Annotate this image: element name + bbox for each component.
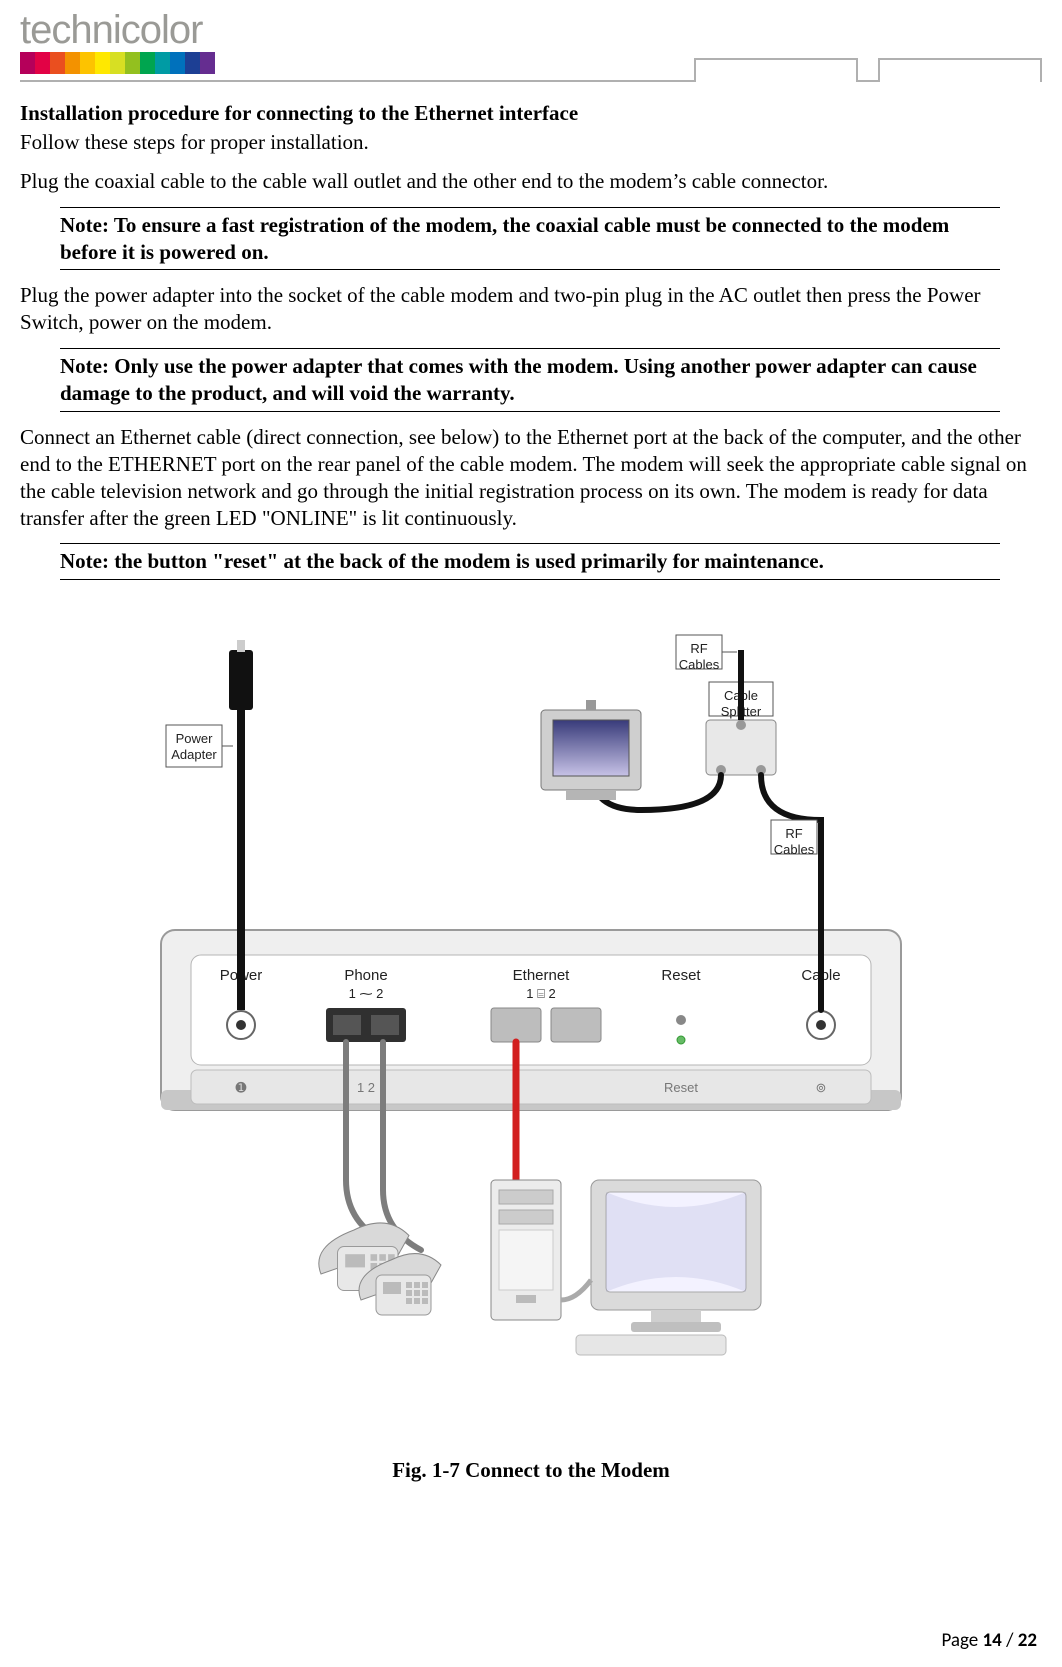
logo-text: technicolor (20, 10, 215, 50)
note-block: Note: Only use the power adapter that co… (60, 348, 1000, 412)
footer-prefix: Page (941, 1629, 982, 1652)
footer-sep: / (1002, 1629, 1018, 1652)
svg-text:Ethernet: Ethernet (513, 967, 571, 984)
header-tab (878, 58, 1042, 82)
intro-text: Follow these steps for proper installati… (20, 129, 1042, 156)
section-title: Installation procedure for connecting to… (20, 100, 1042, 127)
svg-text:Phone: Phone (344, 967, 387, 984)
figure: PowerPhone1 ⁓ 2Ethernet1 ⌸ 2ResetCable➊1… (20, 620, 1042, 1484)
svg-text:Power: Power (176, 731, 214, 746)
svg-text:Cables: Cables (679, 657, 720, 672)
svg-text:1 2: 1 2 (357, 1080, 375, 1095)
page-footer: Page 14 / 22 (941, 1629, 1037, 1652)
logo-spectrum-bars (20, 52, 215, 74)
connection-diagram: PowerPhone1 ⁓ 2Ethernet1 ⌸ 2ResetCable➊1… (121, 620, 941, 1420)
svg-text:1 ⁓ 2: 1 ⁓ 2 (349, 986, 384, 1001)
svg-text:Reset: Reset (664, 1080, 698, 1095)
svg-text:Reset: Reset (661, 967, 701, 984)
svg-text:Adapter: Adapter (171, 747, 217, 762)
paragraph: Plug the power adapter into the socket o… (20, 282, 1042, 336)
svg-text:RF: RF (785, 826, 802, 841)
page-header: technicolor (20, 10, 1042, 82)
svg-text:➊: ➊ (236, 1080, 247, 1095)
page-number-total: 22 (1018, 1629, 1037, 1652)
svg-text:⊚: ⊚ (816, 1080, 827, 1095)
figure-caption: Fig. 1-7 Connect to the Modem (20, 1457, 1042, 1484)
note-block: Note: To ensure a fast registration of t… (60, 207, 1000, 271)
document-body: Installation procedure for connecting to… (20, 100, 1042, 1484)
svg-text:1 ⌸ 2: 1 ⌸ 2 (526, 986, 555, 1001)
header-tab (694, 58, 858, 82)
page-number-current: 14 (983, 1629, 1002, 1652)
paragraph: Plug the coaxial cable to the cable wall… (20, 168, 1042, 195)
logo: technicolor (20, 10, 215, 80)
header-tabs (674, 56, 1042, 80)
svg-text:RF: RF (690, 641, 707, 656)
svg-text:Cables: Cables (774, 842, 815, 857)
note-block: Note: the button "reset" at the back of … (60, 543, 1000, 580)
paragraph: Connect an Ethernet cable (direct connec… (20, 424, 1042, 532)
